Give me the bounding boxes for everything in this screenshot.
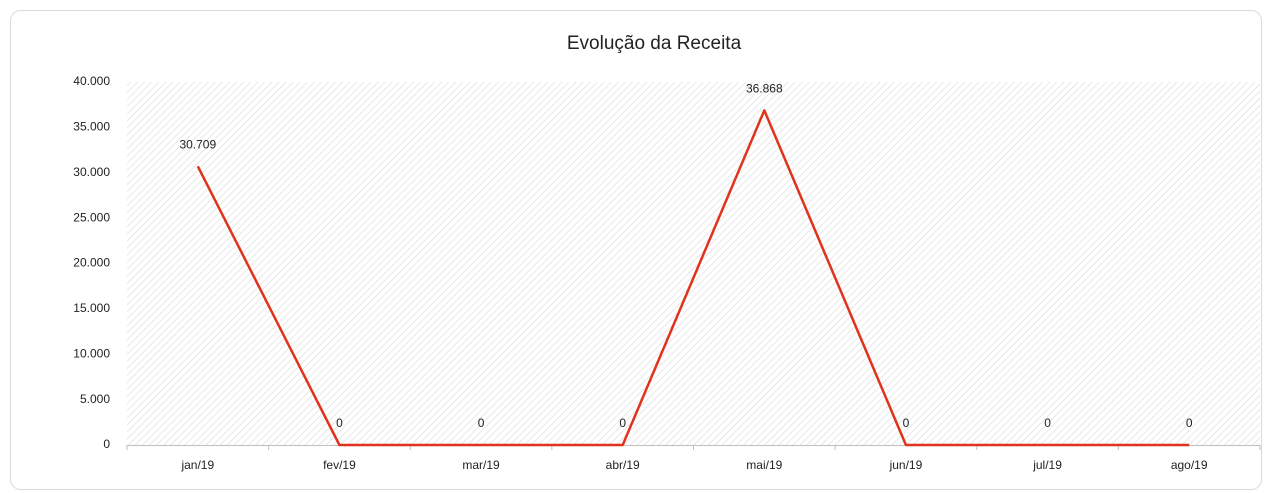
y-tick-label: 30.000 [73, 165, 110, 179]
data-label: 0 [903, 416, 910, 430]
y-tick-label: 10.000 [73, 346, 110, 360]
y-tick-label: 20.000 [73, 256, 110, 270]
x-tick-label: ago/19 [1171, 458, 1208, 472]
x-tick-label: abr/19 [606, 458, 640, 472]
x-tick-label: jul/19 [1032, 458, 1062, 472]
y-tick-label: 35.000 [73, 120, 110, 134]
data-label: 0 [336, 416, 343, 430]
data-label: 0 [1186, 416, 1193, 430]
y-tick-label: 40.000 [73, 74, 110, 88]
data-label: 0 [1044, 416, 1051, 430]
plot-area [127, 82, 1260, 445]
y-tick-label: 5.000 [80, 392, 110, 406]
x-tick-label: mar/19 [462, 458, 500, 472]
x-tick-label: jun/19 [889, 458, 923, 472]
x-tick-label: fev/19 [323, 458, 356, 472]
data-label: 0 [478, 416, 485, 430]
data-label: 30.709 [179, 137, 216, 151]
x-tick-label: jan/19 [180, 458, 214, 472]
data-label: 36.868 [746, 82, 783, 96]
data-label: 0 [619, 416, 626, 430]
x-tick-label: mai/19 [746, 458, 782, 472]
y-tick-label: 0 [103, 437, 110, 451]
y-tick-label: 25.000 [73, 210, 110, 224]
y-tick-label: 15.000 [73, 301, 110, 315]
chart-title: Evolução da Receita [567, 33, 742, 54]
line-series [196, 109, 1190, 447]
